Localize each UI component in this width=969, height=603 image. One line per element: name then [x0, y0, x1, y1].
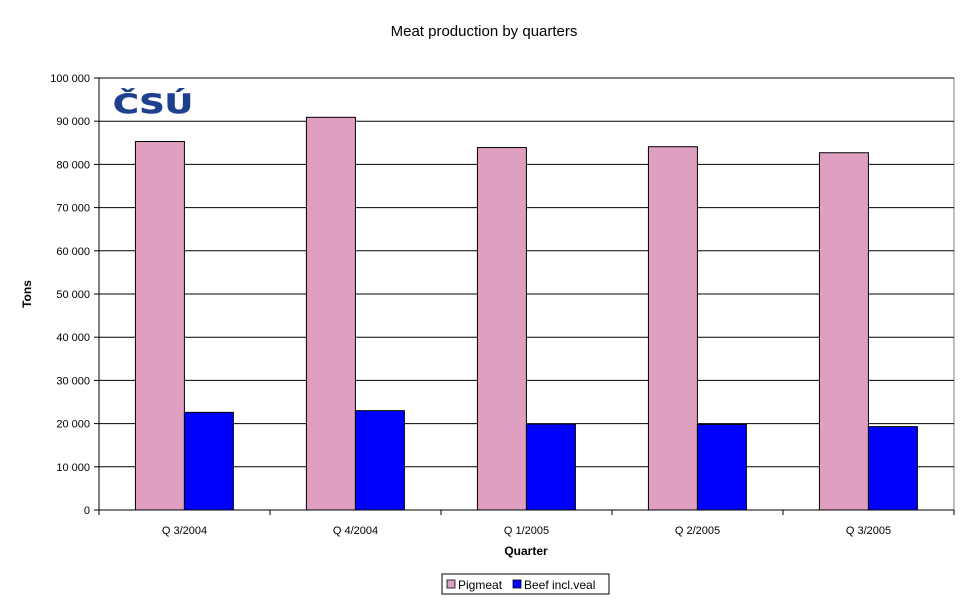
x-tick-label: Q 3/2005 [846, 525, 891, 537]
y-tick-label: 50 000 [56, 289, 90, 301]
y-tick-labels: 0 10 000 20 000 30 000 40 000 50 000 60 000 70 … [50, 73, 90, 517]
y-tick-label: 90 000 [56, 116, 90, 128]
x-tick-label: Q 2/2005 [675, 525, 720, 537]
x-tick-labels: Q 3/2004 Q 4/2004 Q 1/2005 Q 2/2005 Q 3/2005 [162, 525, 891, 537]
y-tick-label: 10 000 [56, 462, 90, 474]
bar-beef [354, 410, 405, 511]
legend-label-beef: Beef incl.veal [524, 578, 595, 592]
bar-beef [696, 423, 747, 511]
legend-swatch-pigmeat [446, 579, 456, 589]
y-tick-label: 40 000 [56, 332, 90, 344]
y-tick-label: 0 [84, 505, 90, 517]
axes [98, 78, 955, 515]
chart-title: Meat production by quarters [391, 23, 578, 40]
x-tick-label: Q 1/2005 [504, 525, 549, 537]
x-tick-label: Q 4/2004 [333, 525, 378, 537]
y-tick-label: 80 000 [56, 159, 90, 171]
legend: Pigmeat Beef incl.veal [441, 573, 610, 595]
y-tick-label: 70 000 [56, 203, 90, 215]
bar-pigmeat [647, 146, 698, 511]
bar-beef [867, 426, 918, 511]
y-tick-label: 100 000 [50, 73, 90, 85]
bars [134, 116, 918, 511]
y-axis-title: Tons [20, 280, 34, 308]
legend-swatch-beef [512, 579, 522, 589]
bar-pigmeat [134, 141, 185, 511]
csu-logo-text: ČSÚ [113, 88, 193, 120]
legend-box [441, 573, 610, 595]
csu-logo: ČSÚ [113, 88, 194, 121]
bar-beef [183, 411, 234, 511]
x-axis-title: Quarter [504, 544, 548, 558]
bar-pigmeat [818, 152, 869, 511]
x-tick-label: Q 3/2004 [162, 525, 207, 537]
y-tick-label: 30 000 [56, 375, 90, 387]
y-tick-label: 20 000 [56, 419, 90, 431]
bar-pigmeat [476, 147, 527, 511]
bar-beef [525, 423, 576, 511]
y-tick-label: 60 000 [56, 246, 90, 258]
bar-pigmeat [305, 116, 356, 511]
legend-label-pigmeat: Pigmeat [458, 578, 503, 592]
